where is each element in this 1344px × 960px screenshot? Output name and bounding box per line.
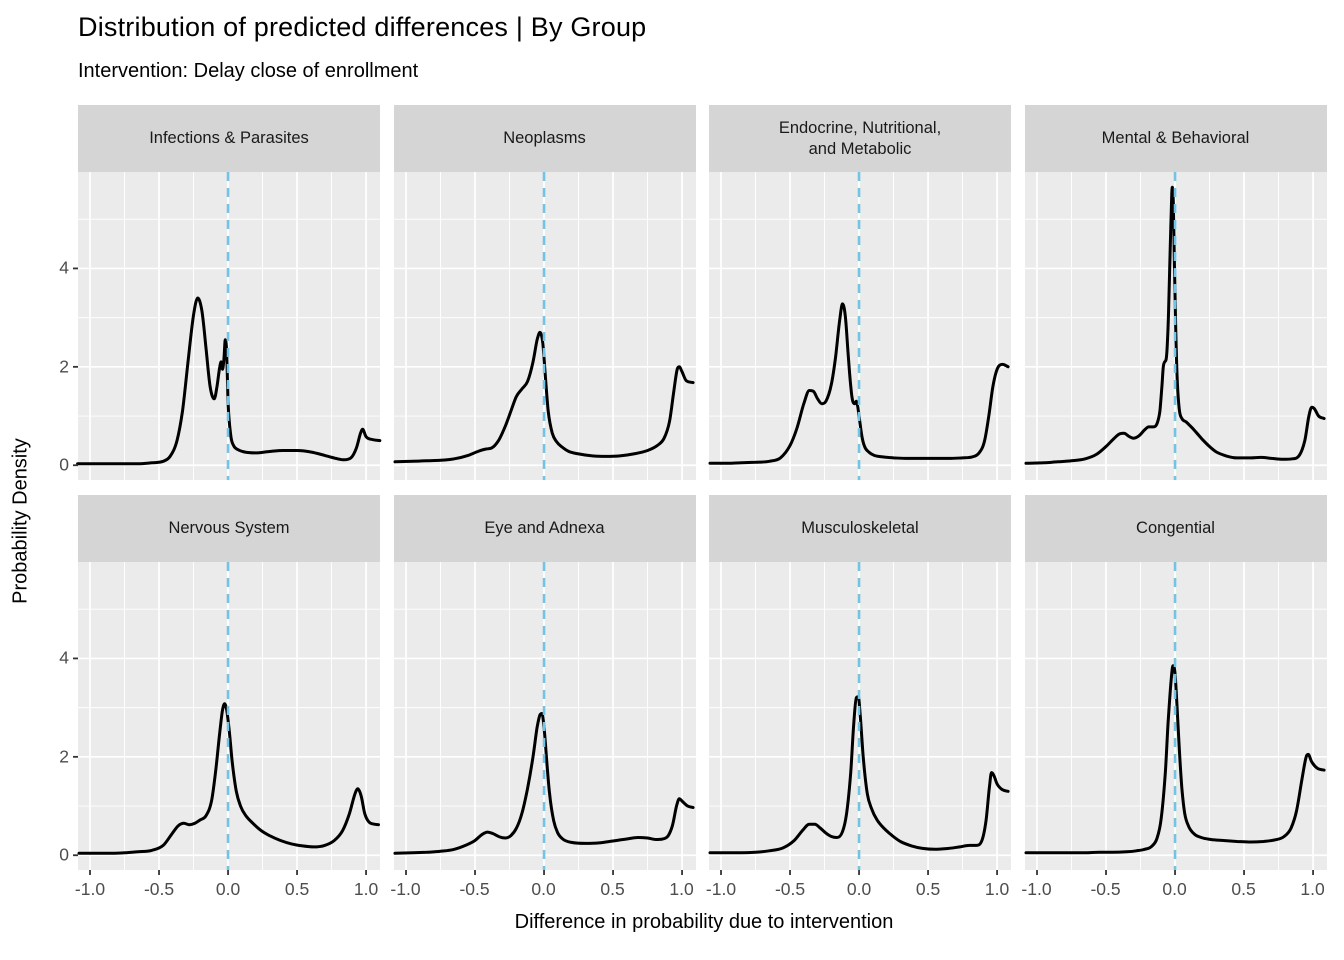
facet-strip: Nervous System bbox=[78, 495, 380, 562]
facet-strip-label: Nervous System bbox=[168, 519, 290, 538]
density-curve bbox=[1024, 664, 1326, 855]
x-tick-label: 0.5 bbox=[1231, 879, 1256, 899]
x-tick-label: -1.0 bbox=[390, 879, 421, 899]
x-tick-label: -0.5 bbox=[774, 879, 806, 899]
x-tick-label: -0.5 bbox=[143, 879, 175, 899]
chart-subtitle: Intervention: Delay close of enrollment bbox=[78, 60, 419, 82]
x-tick-label: 1.0 bbox=[669, 879, 694, 899]
facet-panel bbox=[1024, 562, 1327, 875]
facet-strip-label: Congential bbox=[1136, 519, 1215, 538]
facet-strip: Musculoskeletal bbox=[709, 495, 1011, 562]
y-axis-title: Probability Density bbox=[9, 438, 32, 604]
facet-strip-label: Eye and Adnexa bbox=[484, 519, 605, 538]
facet-strip-label: Musculoskeletal bbox=[801, 519, 919, 538]
facet-panel bbox=[73, 172, 382, 480]
facet-panel bbox=[393, 172, 696, 480]
x-tick-label: -0.5 bbox=[1090, 879, 1121, 899]
x-tick-label: 1.0 bbox=[984, 879, 1010, 899]
y-tick-label: 4 bbox=[59, 257, 69, 278]
facet-strip: Congential bbox=[1024, 495, 1327, 562]
density-curve bbox=[1024, 185, 1326, 465]
facet-strip: Mental & Behavioral bbox=[1024, 105, 1327, 172]
facet-strip-label: Infections & Parasites bbox=[149, 129, 309, 148]
density-curve bbox=[708, 302, 1010, 465]
density-curve bbox=[77, 702, 380, 855]
x-tick-label: -1.0 bbox=[1021, 879, 1052, 899]
facet-strip: Endocrine, Nutritional, and Metabolic bbox=[709, 105, 1011, 172]
x-tick-label: 0.5 bbox=[284, 879, 310, 899]
facet-strip: Neoplasms bbox=[393, 105, 696, 172]
x-tick-label: 0.5 bbox=[600, 879, 625, 899]
x-tick-label: 0.0 bbox=[846, 879, 872, 899]
x-tick-label: 0.0 bbox=[1162, 879, 1187, 899]
facet-strip-label: Mental & Behavioral bbox=[1101, 129, 1250, 148]
x-tick-label: 0.0 bbox=[215, 879, 241, 899]
y-tick-label: 0 bbox=[59, 844, 69, 865]
facet-panel bbox=[1024, 172, 1327, 480]
x-tick-label: 1.0 bbox=[1300, 879, 1325, 899]
facet-strip-label: Endocrine, Nutritional, and Metabolic bbox=[778, 118, 942, 158]
x-tick-label: -1.0 bbox=[705, 879, 737, 899]
x-tick-label: 1.0 bbox=[353, 879, 379, 899]
density-curve bbox=[393, 712, 695, 855]
x-axis-title: Difference in probability due to interve… bbox=[514, 911, 894, 933]
chart-title: Distribution of predicted differences | … bbox=[78, 12, 647, 42]
facet-panel bbox=[708, 172, 1011, 480]
x-tick-label: 0.5 bbox=[915, 879, 941, 899]
x-tick-label: -0.5 bbox=[459, 879, 490, 899]
y-tick-label: 0 bbox=[59, 454, 69, 475]
y-tick-label: 2 bbox=[59, 746, 69, 767]
facet-strip-label: Neoplasms bbox=[503, 129, 586, 148]
facet-panel bbox=[708, 562, 1011, 875]
density-curve bbox=[708, 695, 1010, 855]
x-tick-label: -1.0 bbox=[74, 879, 106, 899]
facet-panel bbox=[393, 562, 696, 875]
facet-strip: Eye and Adnexa bbox=[393, 495, 696, 562]
density-curve bbox=[393, 330, 695, 464]
facet-panel bbox=[73, 562, 380, 875]
y-tick-label: 2 bbox=[59, 356, 69, 377]
x-tick-label: 0.0 bbox=[531, 879, 556, 899]
density-curve bbox=[76, 296, 382, 466]
facet-strip: Infections & Parasites bbox=[78, 105, 380, 172]
y-tick-label: 4 bbox=[59, 647, 69, 668]
